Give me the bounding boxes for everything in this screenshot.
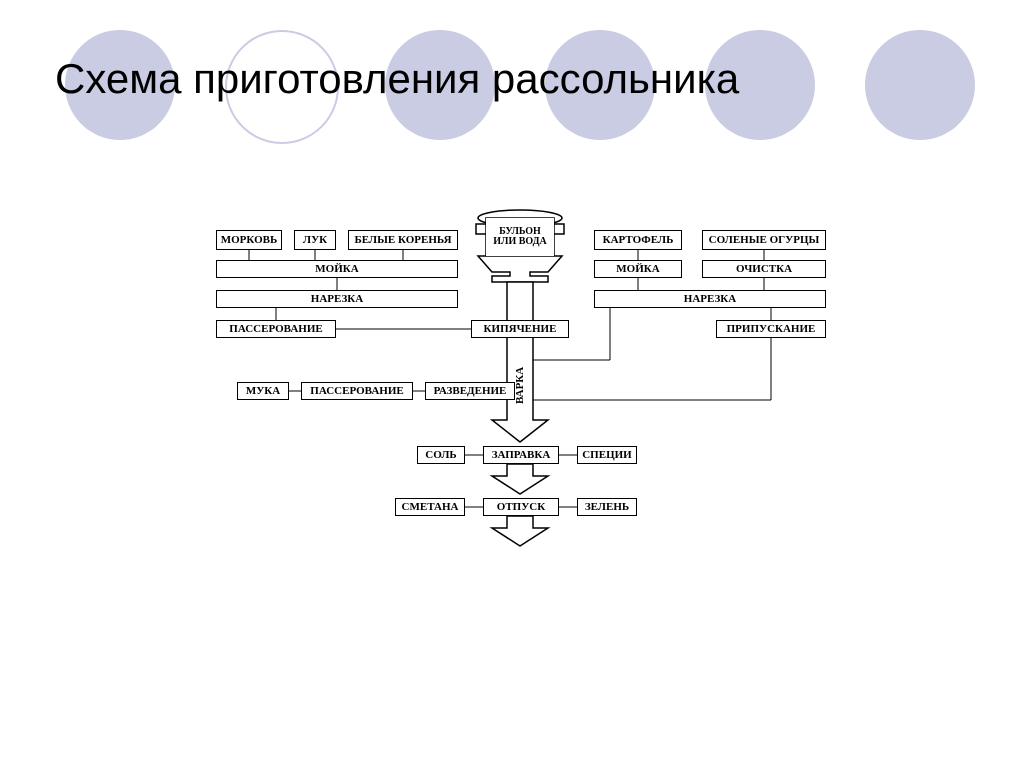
- node-belye-korenya: БЕЛЫЕ КОРЕНЬЯ: [348, 230, 458, 250]
- node-moika-right: МОЙКА: [594, 260, 682, 278]
- node-kartofel: КАРТОФЕЛЬ: [594, 230, 682, 250]
- node-spetsii: СПЕЦИИ: [577, 446, 637, 464]
- flowchart: МОРКОВЬ ЛУК БЕЛЫЕ КОРЕНЬЯ МОЙКА НАРЕЗКА …: [0, 0, 1024, 767]
- node-otpusk: ОТПУСК: [483, 498, 559, 516]
- node-varka: ВАРКА: [514, 355, 526, 415]
- node-luk: ЛУК: [294, 230, 336, 250]
- node-razvedenie: РАЗВЕДЕНИЕ: [425, 382, 515, 400]
- node-narezka-left: НАРЕЗКА: [216, 290, 458, 308]
- node-moika-left: МОЙКА: [216, 260, 458, 278]
- node-zelen: ЗЕЛЕНЬ: [577, 498, 637, 516]
- node-passerovanie2: ПАССЕРОВАНИЕ: [301, 382, 413, 400]
- node-pripuskanie: ПРИПУСКАНИЕ: [716, 320, 826, 338]
- node-solenye-ogurtsy: СОЛЕНЫЕ ОГУРЦЫ: [702, 230, 826, 250]
- node-muka: МУКА: [237, 382, 289, 400]
- node-ochistka: ОЧИСТКА: [702, 260, 826, 278]
- node-narezka-right: НАРЕЗКА: [594, 290, 826, 308]
- node-zapravka: ЗАПРАВКА: [483, 446, 559, 464]
- node-kipyachenie: КИПЯЧЕНИЕ: [471, 320, 569, 338]
- node-sol: СОЛЬ: [417, 446, 465, 464]
- node-morkov: МОРКОВЬ: [216, 230, 282, 250]
- node-smetana: СМЕТАНА: [395, 498, 465, 516]
- node-bulon: БУЛЬОН ИЛИ ВОДА: [486, 218, 554, 256]
- node-passerovanie-left: ПАССЕРОВАНИЕ: [216, 320, 336, 338]
